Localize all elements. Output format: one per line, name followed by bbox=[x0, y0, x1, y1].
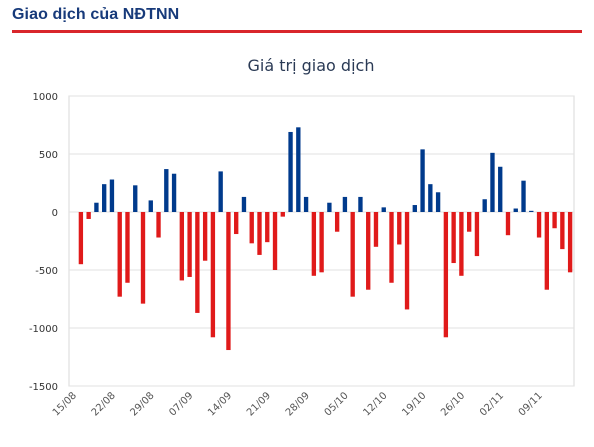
bar bbox=[133, 185, 138, 212]
bar bbox=[319, 212, 324, 273]
bar bbox=[218, 171, 223, 212]
gridlines bbox=[69, 95, 574, 387]
bar bbox=[156, 212, 161, 238]
bar bbox=[342, 196, 348, 212]
x-tick-label: 22/08 bbox=[90, 390, 118, 418]
bar bbox=[187, 212, 192, 277]
bar bbox=[249, 212, 254, 244]
bar bbox=[257, 212, 262, 255]
bar bbox=[94, 202, 99, 212]
bar bbox=[303, 196, 309, 212]
x-tick-label: 15/08 bbox=[51, 390, 79, 418]
x-tick-label: 05/10 bbox=[323, 390, 351, 418]
bar bbox=[443, 212, 449, 338]
bar bbox=[334, 212, 340, 232]
bar bbox=[241, 196, 247, 212]
bar bbox=[521, 180, 526, 212]
bar bbox=[210, 212, 216, 338]
y-tick-label: 0 bbox=[52, 208, 58, 219]
bar bbox=[288, 131, 293, 212]
bar bbox=[451, 212, 456, 264]
x-tick-label: 19/10 bbox=[400, 390, 428, 418]
bar bbox=[536, 212, 542, 238]
bar bbox=[552, 212, 557, 229]
bar bbox=[435, 192, 441, 212]
bar bbox=[327, 202, 332, 212]
bar bbox=[358, 196, 363, 212]
bar bbox=[195, 212, 200, 313]
header-divider bbox=[12, 30, 582, 33]
bar bbox=[505, 212, 511, 236]
y-tick-label: -1500 bbox=[29, 382, 58, 393]
y-tick-label: 1000 bbox=[33, 92, 58, 103]
x-tick-label: 07/09 bbox=[167, 390, 195, 418]
bar bbox=[202, 212, 208, 261]
bar bbox=[164, 169, 169, 212]
y-tick-label: 500 bbox=[39, 150, 58, 161]
bar bbox=[272, 212, 278, 270]
bar bbox=[140, 212, 146, 304]
bar bbox=[117, 212, 122, 297]
bar bbox=[280, 212, 285, 217]
bar bbox=[428, 184, 433, 212]
bar bbox=[179, 212, 185, 281]
bar bbox=[560, 212, 565, 250]
bar bbox=[265, 212, 270, 243]
y-axis-ticks: 1000 500 0 -500 -1000 -1500 bbox=[29, 92, 58, 393]
y-tick-label: -500 bbox=[35, 266, 58, 277]
bar bbox=[381, 207, 386, 212]
bar bbox=[296, 127, 301, 212]
bar bbox=[513, 208, 518, 212]
bar bbox=[125, 212, 130, 283]
x-axis-ticks: 15/08 22/08 29/08 07/09 14/09 21/09 28/09 05/10… bbox=[51, 390, 545, 418]
bar bbox=[109, 179, 115, 212]
bar bbox=[498, 166, 503, 212]
bar bbox=[389, 212, 394, 283]
bar bbox=[226, 212, 231, 351]
bars bbox=[78, 127, 573, 351]
bar bbox=[412, 205, 417, 212]
bar bbox=[404, 212, 410, 310]
bar bbox=[397, 212, 402, 245]
bar bbox=[474, 212, 480, 257]
bar bbox=[466, 212, 472, 232]
bar bbox=[311, 212, 317, 276]
x-tick-label: 09/11 bbox=[517, 390, 545, 418]
bar bbox=[171, 173, 177, 212]
x-tick-label: 14/09 bbox=[206, 390, 234, 418]
x-tick-label: 26/10 bbox=[439, 390, 467, 418]
y-tick-label: -1000 bbox=[29, 324, 58, 335]
x-tick-label: 21/09 bbox=[245, 390, 273, 418]
bar bbox=[482, 199, 487, 212]
bar bbox=[490, 152, 495, 212]
x-tick-label: 28/09 bbox=[284, 390, 312, 418]
bar bbox=[86, 212, 91, 219]
bar bbox=[366, 212, 371, 290]
bar bbox=[373, 212, 379, 247]
bar bbox=[78, 212, 84, 265]
bar bbox=[350, 212, 355, 297]
bar bbox=[148, 200, 153, 212]
bar bbox=[567, 212, 573, 273]
bar bbox=[459, 212, 464, 276]
chart-title: Giá trị giao dịch bbox=[248, 56, 375, 75]
bar bbox=[102, 184, 107, 212]
bar bbox=[544, 212, 549, 290]
x-tick-label: 12/10 bbox=[361, 390, 389, 418]
section-header: Giao dịch của NĐTNN bbox=[12, 6, 582, 33]
bar bbox=[529, 210, 534, 212]
x-tick-label: 29/08 bbox=[128, 390, 156, 418]
bar bbox=[234, 212, 239, 235]
x-tick-label: 02/11 bbox=[478, 390, 506, 418]
section-title: Giao dịch của NĐTNN bbox=[12, 6, 180, 23]
bar bbox=[420, 149, 425, 212]
